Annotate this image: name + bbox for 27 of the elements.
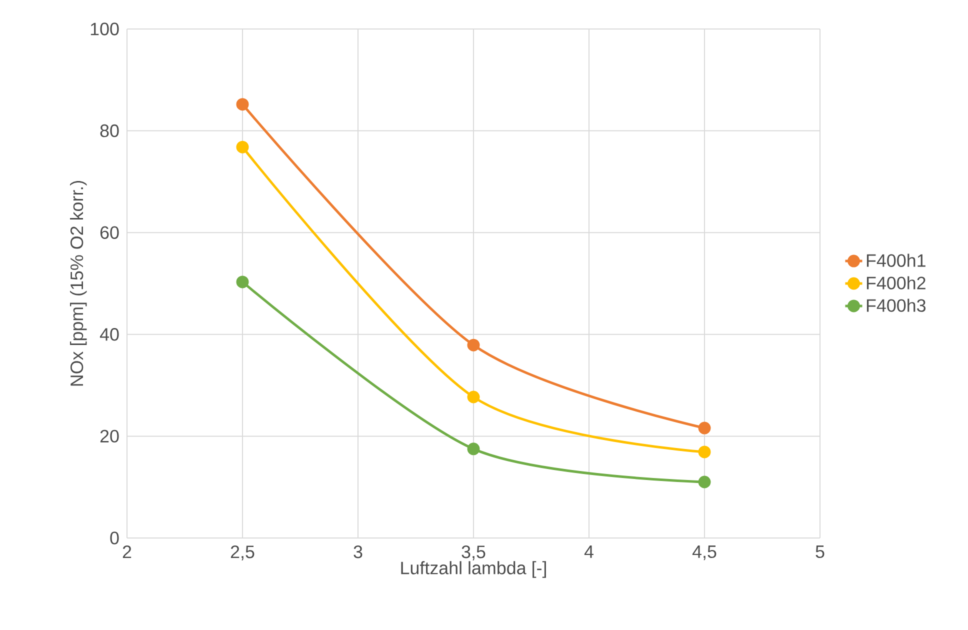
legend-label: F400h1: [866, 254, 926, 267]
x-tick-label: 3,5: [462, 546, 486, 560]
y-tick-label: 0: [110, 532, 119, 544]
point: [467, 442, 480, 456]
point: [236, 98, 249, 111]
point: [236, 140, 249, 154]
y-tick-label: 100: [90, 22, 119, 36]
legend-label: F400h2: [866, 276, 926, 290]
x-tick-label: 2,5: [230, 546, 254, 560]
point: [236, 276, 249, 288]
point: [698, 446, 711, 458]
legend-label: F400h3: [866, 298, 926, 312]
y-axis-title: NOx [ppm] (15% O2 korr.): [70, 180, 87, 386]
x-tick-label: 4,5: [692, 546, 716, 560]
point: [467, 338, 480, 352]
y-tick-label: 60: [100, 226, 119, 239]
y-tick-label: 40: [100, 328, 119, 341]
point: [467, 390, 480, 404]
point: [698, 476, 711, 488]
x-tick-label: 3: [354, 546, 362, 558]
y-tick-label: 20: [100, 430, 119, 443]
y-tick-label: 80: [100, 124, 119, 138]
x-axis-title: Luftzahl lambda [-]: [401, 561, 546, 578]
x-tick-label: 5: [816, 546, 824, 558]
point: [698, 422, 711, 434]
x-tick-label: 4: [584, 546, 594, 558]
x-tick-label: 2: [122, 546, 132, 558]
